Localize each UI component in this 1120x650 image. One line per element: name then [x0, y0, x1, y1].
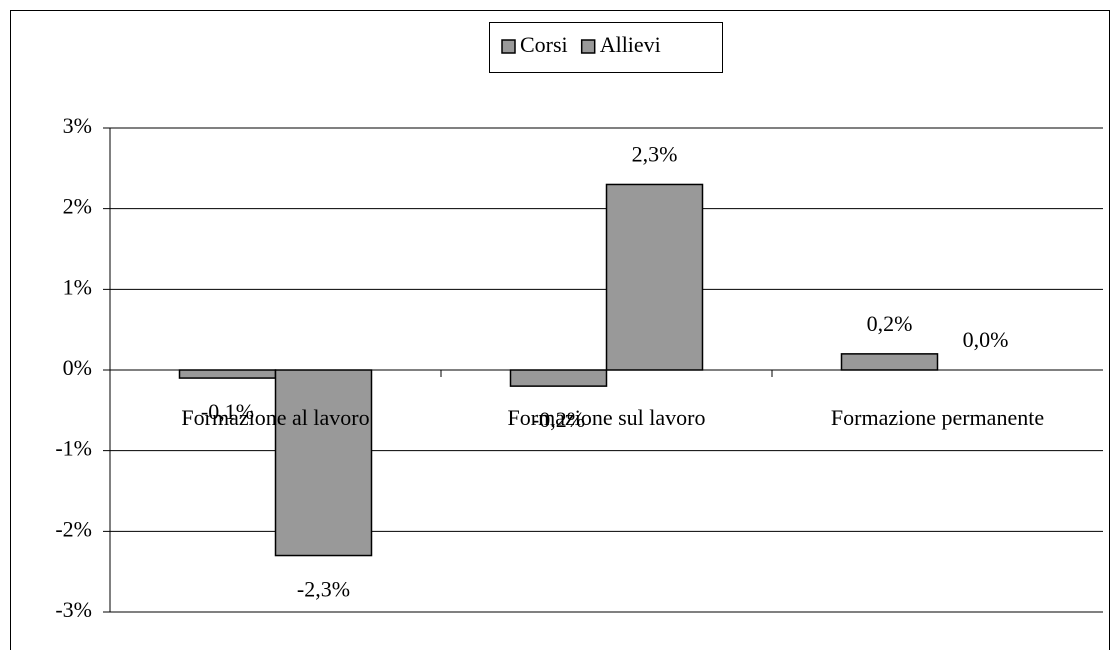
bar: [274, 369, 373, 557]
legend-label: Corsi: [520, 32, 568, 57]
value-label: 0,0%: [963, 327, 1009, 352]
y-tick-label: 1%: [63, 274, 92, 299]
legend-swatch: [501, 39, 516, 54]
chart-border: [10, 10, 1110, 650]
y-tick-label: -3%: [55, 597, 92, 622]
x-tick-label: Formazione al lavoro: [181, 405, 369, 430]
bar: [605, 183, 704, 371]
y-tick-label: -1%: [55, 436, 92, 461]
legend-label: Allievi: [600, 32, 661, 57]
value-label: -0,2%: [532, 407, 585, 432]
value-label: -2,3%: [297, 577, 350, 602]
legend-swatch: [580, 39, 596, 54]
legend: [489, 22, 723, 73]
value-label: -0,1%: [201, 399, 254, 424]
bar: [509, 369, 608, 387]
value-label: 0,2%: [867, 311, 913, 336]
y-tick-label: 2%: [63, 194, 92, 219]
bar: [178, 369, 277, 379]
y-tick-label: 0%: [63, 355, 92, 380]
y-tick-label: 3%: [63, 113, 92, 138]
y-tick-label: -2%: [55, 516, 92, 541]
value-label: 2,3%: [632, 142, 678, 167]
bar: [840, 353, 939, 371]
x-tick-label: Formazione permanente: [831, 405, 1044, 430]
x-tick-label: Formazione sul lavoro: [508, 405, 706, 430]
